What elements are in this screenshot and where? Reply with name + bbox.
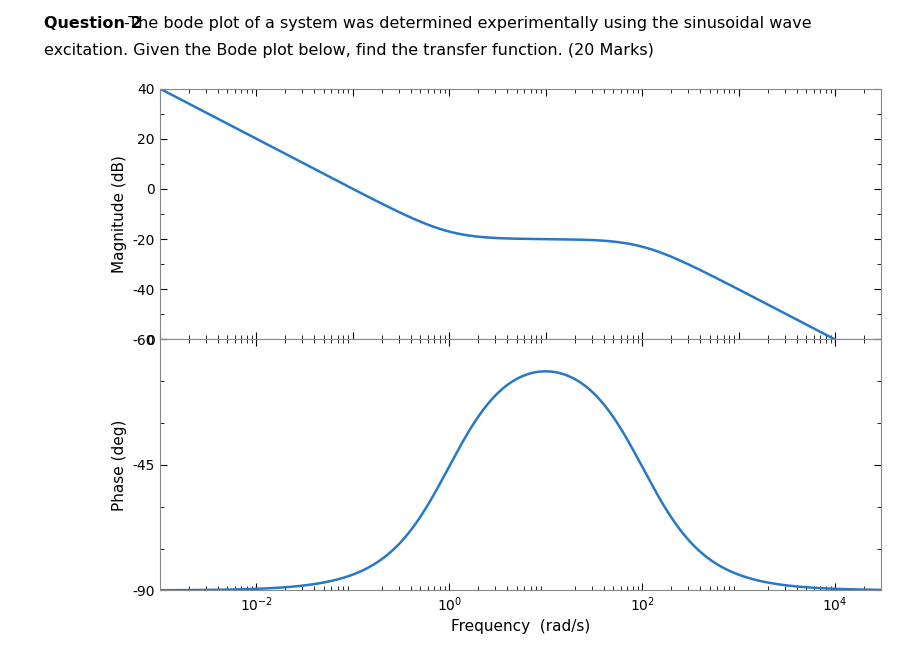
Text: excitation. Given the Bode plot below, find the transfer function. (20 Marks): excitation. Given the Bode plot below, f… [44, 43, 654, 58]
Y-axis label: Magnitude (dB): Magnitude (dB) [112, 155, 127, 273]
Y-axis label: Phase (deg): Phase (deg) [112, 419, 127, 510]
Text: Question 2: Question 2 [44, 16, 142, 31]
Text: -The bode plot of a system was determined experimentally using the sinusoidal wa: -The bode plot of a system was determine… [124, 16, 812, 31]
X-axis label: Frequency  (rad/s): Frequency (rad/s) [451, 619, 590, 634]
